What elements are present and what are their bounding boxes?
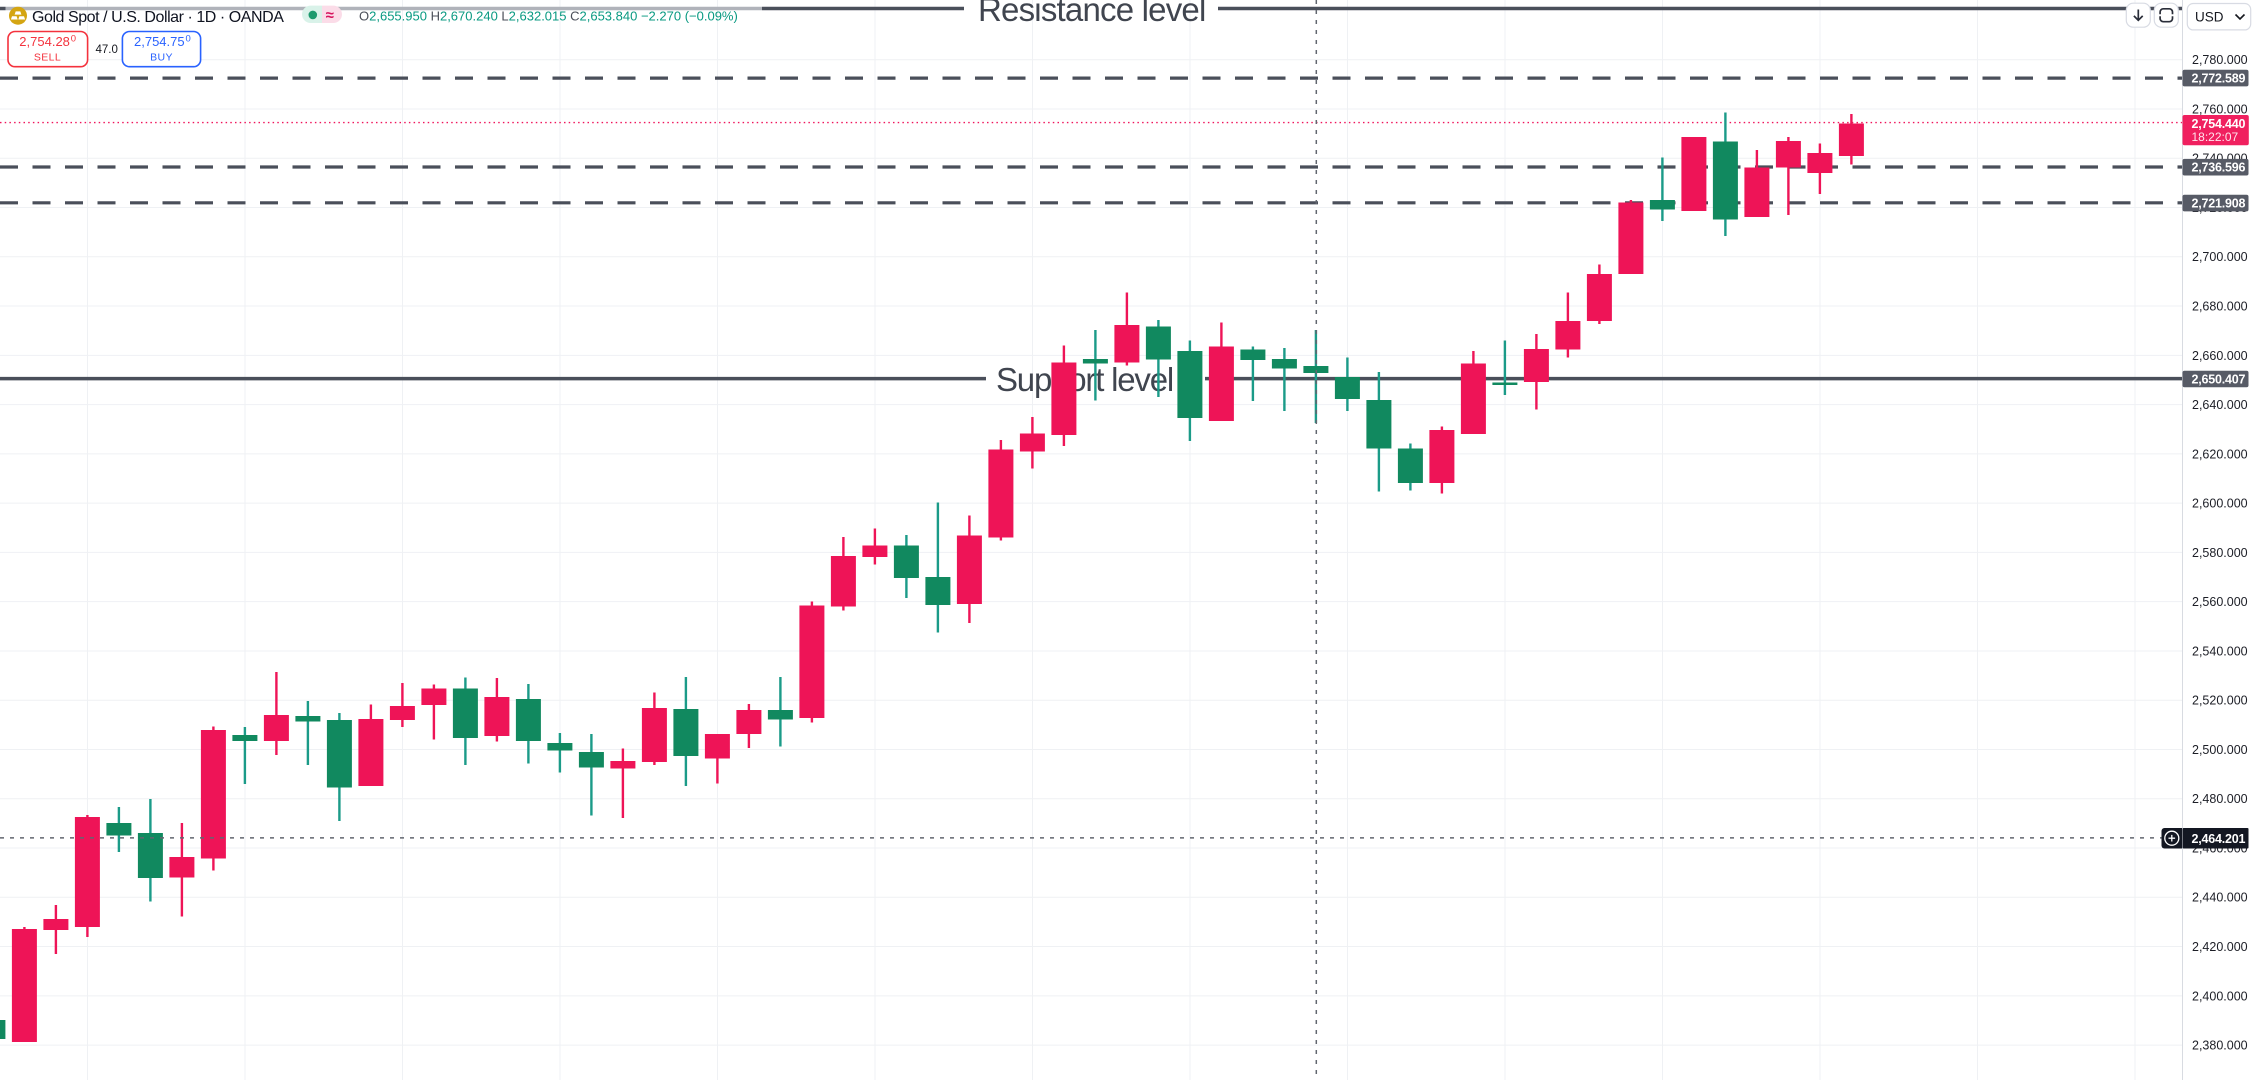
svg-text:2,420.000: 2,420.000 bbox=[2192, 940, 2248, 954]
svg-text:0: 0 bbox=[71, 34, 76, 45]
svg-text:2,380.000: 2,380.000 bbox=[2192, 1039, 2248, 1053]
svg-text:2,520.000: 2,520.000 bbox=[2192, 694, 2248, 708]
svg-text:2,560.000: 2,560.000 bbox=[2192, 595, 2248, 609]
svg-text:2,754.75: 2,754.75 bbox=[134, 34, 185, 49]
svg-text:2,700.000: 2,700.000 bbox=[2192, 250, 2248, 264]
svg-text:2,580.000: 2,580.000 bbox=[2192, 546, 2248, 560]
svg-text:Resistance level: Resistance level bbox=[978, 0, 1205, 28]
svg-text:2,650.407: 2,650.407 bbox=[2192, 373, 2246, 387]
svg-text:2,440.000: 2,440.000 bbox=[2192, 891, 2248, 905]
svg-text:2,464.201: 2,464.201 bbox=[2192, 832, 2246, 846]
svg-text:Support level: Support level bbox=[996, 361, 1173, 398]
svg-text:O2,655.950 H2,670.240 L2,632.0: O2,655.950 H2,670.240 L2,632.015 C2,653.… bbox=[359, 8, 738, 23]
svg-text:2,500.000: 2,500.000 bbox=[2192, 743, 2248, 757]
svg-text:2,660.000: 2,660.000 bbox=[2192, 349, 2248, 363]
svg-text:2,760.000: 2,760.000 bbox=[2192, 102, 2248, 116]
svg-text:2,480.000: 2,480.000 bbox=[2192, 792, 2248, 806]
svg-text:2,754.28: 2,754.28 bbox=[19, 34, 70, 49]
svg-text:2,600.000: 2,600.000 bbox=[2192, 497, 2248, 511]
svg-text:47.0: 47.0 bbox=[96, 44, 118, 56]
svg-text:2,736.596: 2,736.596 bbox=[2192, 161, 2246, 175]
svg-text:2,640.000: 2,640.000 bbox=[2192, 398, 2248, 412]
svg-text:≈: ≈ bbox=[326, 7, 334, 24]
svg-text:0: 0 bbox=[186, 34, 191, 45]
svg-text:2,780.000: 2,780.000 bbox=[2192, 53, 2248, 67]
svg-text:2,721.908: 2,721.908 bbox=[2192, 197, 2246, 211]
svg-text:2,400.000: 2,400.000 bbox=[2192, 989, 2248, 1003]
svg-text:18:22:07: 18:22:07 bbox=[2192, 130, 2239, 144]
svg-text:Gold Spot / U.S. Dollar · 1D ·: Gold Spot / U.S. Dollar · 1D · OANDA bbox=[32, 9, 284, 26]
svg-text:2,540.000: 2,540.000 bbox=[2192, 644, 2248, 658]
svg-text:2,772.589: 2,772.589 bbox=[2192, 72, 2246, 86]
svg-text:2,680.000: 2,680.000 bbox=[2192, 300, 2248, 314]
svg-text:2,620.000: 2,620.000 bbox=[2192, 447, 2248, 461]
svg-text:SELL: SELL bbox=[34, 52, 61, 64]
svg-text:BUY: BUY bbox=[150, 52, 173, 64]
svg-text:USD: USD bbox=[2195, 10, 2224, 25]
svg-text:2,754.440: 2,754.440 bbox=[2192, 117, 2246, 131]
